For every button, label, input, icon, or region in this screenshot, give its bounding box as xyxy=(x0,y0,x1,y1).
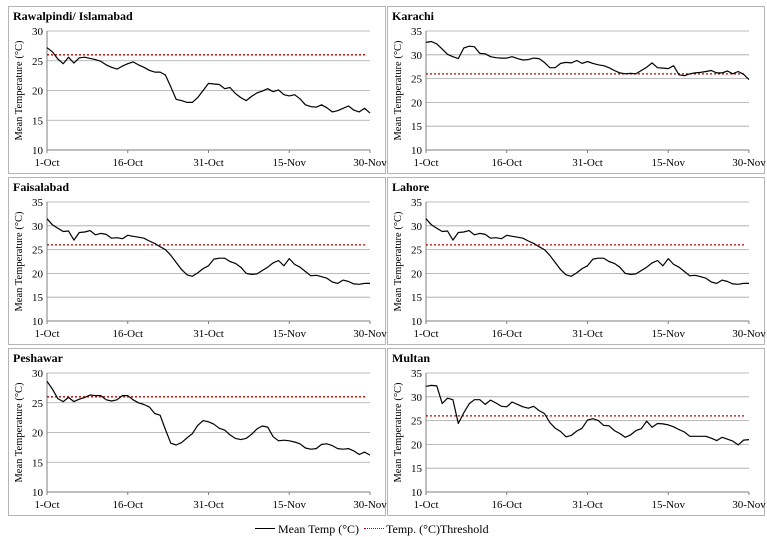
series-line-mean-temp xyxy=(46,380,371,456)
legend-mean-label: Mean Temp (°C) xyxy=(278,522,360,536)
x-tick-label: 30-Nov xyxy=(353,499,387,511)
y-tick-label: 35 xyxy=(411,197,423,209)
chart-svg: 10 15 20 25 30 35 1-Oct 16-Oct 31-Oct 15-Nov 30-No… xyxy=(393,26,766,169)
y-tick-label: 15 xyxy=(411,121,423,133)
x-tick-label: 1-Oct xyxy=(34,328,59,340)
y-tick-label: 10 xyxy=(32,145,44,157)
y-tick-label: 35 xyxy=(411,368,423,380)
chart-panel-karachi: Karachi 10 15 20 25 30 35 1-Oct 16-Oct 31-Oct 15-N… xyxy=(387,6,766,174)
chart-title: Karachi xyxy=(392,9,434,23)
series-line-mean-temp xyxy=(425,40,750,81)
y-tick-label: 20 xyxy=(32,268,44,280)
x-tick-label: 31-Oct xyxy=(193,157,224,169)
x-tick-label: 16-Oct xyxy=(491,328,522,340)
chart-panel-lahore: Lahore 10 15 20 25 30 35 1-Oct 16-Oct 31-Oct 15-No… xyxy=(387,177,766,345)
x-tick-label: 31-Oct xyxy=(572,157,603,169)
chart-title: Faisalabad xyxy=(13,180,70,194)
y-tick-label: 15 xyxy=(32,292,44,304)
x-tick-label: 31-Oct xyxy=(572,328,603,340)
y-tick-label: 10 xyxy=(32,487,44,499)
y-tick-label: 20 xyxy=(411,439,423,451)
y-tick-label: 10 xyxy=(411,145,423,157)
y-axis-label: Mean Temperature (°C) xyxy=(14,40,25,141)
x-tick-label: 16-Oct xyxy=(112,499,143,511)
x-tick-label: 16-Oct xyxy=(112,328,143,340)
y-axis-label: Mean Temperature (°C) xyxy=(393,382,404,483)
x-tick-label: 1-Oct xyxy=(413,499,438,511)
x-tick-label: 15-Nov xyxy=(651,499,685,511)
y-tick-label: 10 xyxy=(32,316,44,328)
y-tick-label: 30 xyxy=(32,26,44,38)
chart-svg: 10 15 20 25 30 35 1-Oct 16-Oct 31-Oct 15-Nov 30-No… xyxy=(393,368,766,511)
y-tick-label: 35 xyxy=(411,26,423,38)
x-tick-label: 1-Oct xyxy=(34,157,59,169)
y-tick-label: 30 xyxy=(411,392,423,404)
x-tick-label: 15-Nov xyxy=(272,157,306,169)
y-axis-label: Mean Temperature (°C) xyxy=(14,382,25,483)
x-tick-label: 30-Nov xyxy=(353,157,387,169)
y-tick-label: 30 xyxy=(411,221,423,233)
series-line-mean-temp xyxy=(425,384,750,446)
y-tick-label: 25 xyxy=(411,416,423,428)
y-tick-label: 25 xyxy=(32,398,44,410)
y-axis-label: Mean Temperature (°C) xyxy=(393,40,404,141)
x-tick-label: 16-Oct xyxy=(491,499,522,511)
chart-title: Rawalpindi/ Islamabad xyxy=(13,9,133,23)
x-tick-label: 30-Nov xyxy=(732,499,766,511)
y-axis-label: Mean Temperature (°C) xyxy=(393,211,404,312)
y-tick-label: 35 xyxy=(32,197,44,209)
y-axis-label: Mean Temperature (°C) xyxy=(14,211,25,312)
x-tick-label: 16-Oct xyxy=(491,157,522,169)
chart-panel-multan: Multan 10 15 20 25 30 35 1-Oct 16-Oct 31-Oct 15-No… xyxy=(387,348,766,516)
y-tick-label: 10 xyxy=(411,316,423,328)
x-tick-label: 15-Nov xyxy=(651,157,685,169)
x-tick-label: 30-Nov xyxy=(732,157,766,169)
y-tick-label: 30 xyxy=(32,221,44,233)
x-tick-label: 16-Oct xyxy=(112,157,143,169)
x-tick-label: 1-Oct xyxy=(413,157,438,169)
legend-mean-line-swatch xyxy=(255,528,275,529)
series-line-mean-temp xyxy=(425,218,749,285)
series-line-mean-temp xyxy=(46,47,371,114)
x-tick-label: 15-Nov xyxy=(272,499,306,511)
y-tick-label: 30 xyxy=(32,368,44,380)
y-tick-label: 25 xyxy=(32,245,44,257)
y-tick-label: 15 xyxy=(411,463,423,475)
x-tick-label: 31-Oct xyxy=(572,499,603,511)
x-tick-label: 1-Oct xyxy=(34,499,59,511)
x-tick-label: 31-Oct xyxy=(193,328,224,340)
series-line-mean-temp xyxy=(46,218,370,285)
x-tick-label: 30-Nov xyxy=(732,328,766,340)
chart-svg: 10 15 20 25 30 35 1-Oct 16-Oct 31-Oct 15-Nov 30-No… xyxy=(14,197,387,340)
chart-legend: Mean Temp (°C) Temp. (°C)Threshold xyxy=(0,518,767,537)
y-tick-label: 20 xyxy=(32,86,44,98)
x-tick-label: 31-Oct xyxy=(193,499,224,511)
x-tick-label: 15-Nov xyxy=(651,328,685,340)
y-tick-label: 20 xyxy=(32,428,44,440)
chart-svg: 10 15 20 25 30 35 1-Oct 16-Oct 31-Oct 15-Nov 30-No… xyxy=(393,197,766,340)
chart-panel-faisalabad: Faisalabad 10 15 20 25 30 35 1-Oct 16-Oct 31-Oct 1… xyxy=(8,177,387,345)
chart-title: Lahore xyxy=(392,180,430,194)
y-tick-label: 20 xyxy=(411,97,423,109)
y-tick-label: 25 xyxy=(411,245,423,257)
y-tick-label: 15 xyxy=(32,457,44,469)
y-tick-label: 15 xyxy=(411,292,423,304)
chart-title: Multan xyxy=(392,351,431,365)
y-tick-label: 25 xyxy=(32,56,44,68)
y-tick-label: 30 xyxy=(411,50,423,62)
chart-panel-peshawar: Peshawar 10 15 20 25 30 1-Oct 16-Oct 31-Oct 15-No… xyxy=(8,348,387,516)
chart-panel-rawalpindi-islamabad: Rawalpindi/ Islamabad 10 15 20 25 30 1-Oct 16-O… xyxy=(8,6,387,174)
x-tick-label: 1-Oct xyxy=(413,328,438,340)
legend-threshold-line-swatch xyxy=(364,528,384,529)
chart-svg: 10 15 20 25 30 1-Oct 16-Oct 31-Oct 15-Nov 30-Nov M… xyxy=(14,368,387,511)
y-tick-label: 20 xyxy=(411,268,423,280)
y-tick-label: 10 xyxy=(411,487,423,499)
chart-svg: 10 15 20 25 30 1-Oct 16-Oct 31-Oct 15-Nov 30-Nov M… xyxy=(14,26,387,169)
x-tick-label: 30-Nov xyxy=(353,328,387,340)
y-tick-label: 25 xyxy=(411,74,423,86)
legend-threshold-label: Temp. (°C)Threshold xyxy=(386,522,489,536)
x-tick-label: 15-Nov xyxy=(272,328,306,340)
y-tick-label: 15 xyxy=(32,115,44,127)
chart-title: Peshawar xyxy=(13,351,63,365)
